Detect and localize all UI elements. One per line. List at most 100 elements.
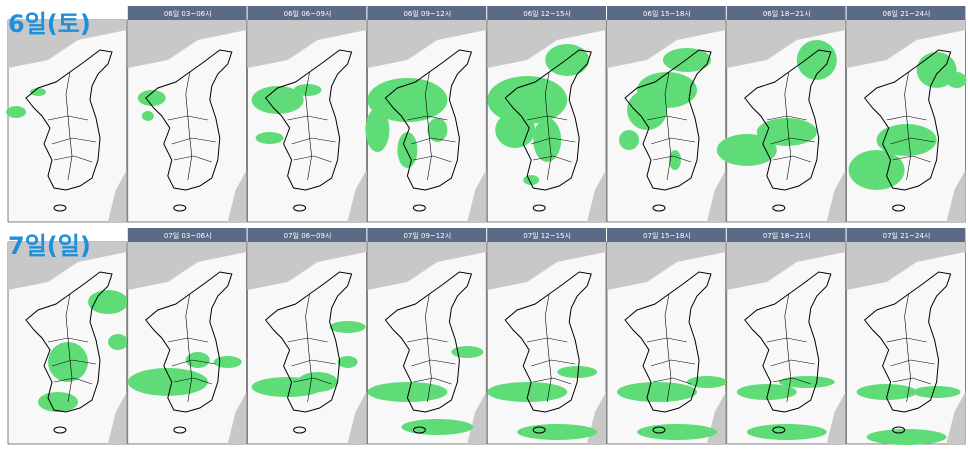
- precip-area: [88, 290, 128, 314]
- precip-area: [30, 88, 46, 96]
- coastline: [744, 271, 832, 413]
- coastline: [384, 271, 473, 413]
- land-outside: [467, 392, 487, 444]
- land-outside: [846, 242, 966, 290]
- precip-area: [213, 356, 242, 368]
- panel-header-text: 06일 18~21시: [763, 9, 811, 18]
- precip-area: [856, 384, 917, 400]
- map-panel: [606, 241, 727, 445]
- land-outside: [487, 242, 606, 290]
- precip-area: [796, 40, 837, 80]
- map-panel: [7, 241, 128, 445]
- panel-header: [607, 228, 726, 242]
- panel-header: [367, 6, 487, 20]
- precip-area: [127, 368, 208, 396]
- day-label: 6일(토): [8, 10, 91, 38]
- precip-area: [495, 112, 536, 148]
- jeju-island: [892, 204, 906, 212]
- province-border: [407, 293, 456, 403]
- precip-area: [297, 372, 338, 392]
- coastline: [384, 49, 473, 191]
- jeju-island: [892, 426, 906, 434]
- precip-area: [866, 429, 947, 445]
- precip-area: [185, 352, 210, 368]
- panel-header: [127, 228, 247, 242]
- coastline: [25, 49, 113, 191]
- precip-area: [487, 382, 568, 402]
- map-panel: [247, 241, 367, 445]
- map-panel: [6, 19, 128, 223]
- map-panel: [486, 19, 607, 223]
- land-outside: [467, 170, 487, 222]
- jeju-island: [293, 426, 307, 434]
- land-outside: [946, 392, 966, 444]
- panel-header: [127, 6, 247, 20]
- precip-area: [137, 90, 166, 106]
- jeju-island: [173, 426, 187, 434]
- coastline: [25, 271, 113, 413]
- precip-area: [367, 382, 448, 402]
- panel-header-text: 06일 15~18시: [643, 9, 691, 18]
- panel-header: [487, 228, 606, 242]
- precip-area: [545, 44, 590, 76]
- panel-header: [247, 6, 367, 20]
- panel-header: [487, 6, 606, 20]
- province-border: [886, 71, 935, 181]
- jeju-island: [412, 204, 426, 212]
- jeju-island: [652, 426, 666, 434]
- precip-area: [637, 72, 697, 108]
- jeju-island: [53, 204, 67, 212]
- province-border: [527, 293, 576, 403]
- land-outside: [726, 20, 846, 68]
- land-outside: [367, 242, 487, 290]
- precip-area: [716, 134, 777, 166]
- province-border: [766, 71, 815, 181]
- land-outside: [107, 392, 127, 444]
- jeju-island: [173, 204, 187, 212]
- panel-header-text: 06일 21~24시: [883, 9, 931, 18]
- precip-area: [255, 132, 284, 144]
- province-border: [527, 71, 576, 181]
- precip-area: [756, 118, 817, 146]
- panel-header-text: 07일 18~21시: [763, 231, 811, 240]
- jeju-island: [772, 204, 786, 212]
- panel-header: [367, 228, 487, 242]
- land-outside: [127, 242, 247, 290]
- map-panel: [365, 19, 487, 223]
- precip-area: [365, 108, 390, 152]
- land-outside: [826, 392, 846, 444]
- panel-header-text: 07일 09~12시: [403, 231, 451, 240]
- jeju-island: [772, 426, 786, 434]
- land-outside: [8, 242, 127, 290]
- coastline: [504, 49, 592, 191]
- coastline: [145, 271, 233, 413]
- precip-area: [778, 376, 835, 388]
- precip-area: [687, 376, 727, 388]
- precip-area: [367, 78, 448, 122]
- map-panel: [606, 19, 727, 223]
- precip-area: [736, 384, 797, 400]
- coastline: [264, 271, 353, 413]
- map-panel: [127, 241, 247, 445]
- panel-header-text: 07일 12~15시: [523, 231, 571, 240]
- province-border: [287, 293, 336, 403]
- panel-header-text: 07일 06~09시: [284, 231, 332, 240]
- precip-area: [619, 130, 639, 150]
- panel-header: [726, 6, 846, 20]
- jeju-island: [652, 204, 666, 212]
- land-outside: [107, 170, 127, 222]
- precip-area: [141, 111, 154, 121]
- coastline: [624, 49, 712, 191]
- province-border: [646, 71, 696, 181]
- jeju-island: [532, 204, 546, 212]
- province-border: [167, 71, 216, 181]
- land-outside: [587, 170, 606, 222]
- map-panel: [726, 241, 846, 445]
- land-outside: [706, 170, 726, 222]
- map-panel: [846, 19, 967, 223]
- panel-header: [846, 6, 966, 20]
- precip-area: [108, 334, 128, 350]
- precip-area: [533, 118, 562, 162]
- land-outside: [826, 170, 846, 222]
